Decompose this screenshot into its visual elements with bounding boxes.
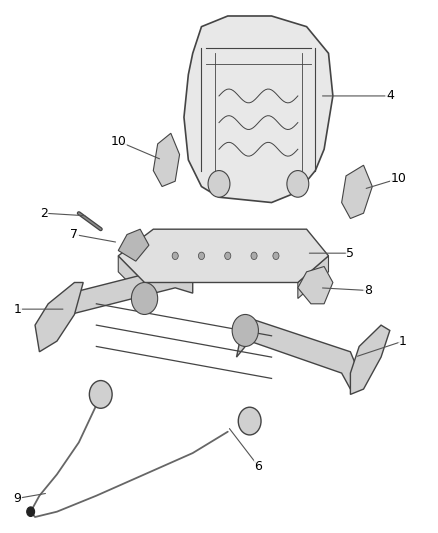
Text: 10: 10 <box>391 172 406 185</box>
Text: 7: 7 <box>71 228 78 241</box>
Circle shape <box>27 507 35 516</box>
Text: 2: 2 <box>40 207 48 220</box>
Circle shape <box>198 252 205 260</box>
Circle shape <box>225 252 231 260</box>
Text: 9: 9 <box>14 492 21 505</box>
Polygon shape <box>237 320 359 389</box>
Circle shape <box>131 282 158 314</box>
Text: 1: 1 <box>14 303 21 316</box>
Circle shape <box>287 171 309 197</box>
Circle shape <box>89 381 112 408</box>
Polygon shape <box>35 282 83 352</box>
Polygon shape <box>118 256 145 298</box>
Text: 4: 4 <box>386 90 394 102</box>
Text: 10: 10 <box>110 135 126 148</box>
Circle shape <box>172 252 178 260</box>
Circle shape <box>238 407 261 435</box>
Text: 8: 8 <box>364 284 372 297</box>
Polygon shape <box>184 16 333 203</box>
Polygon shape <box>57 266 193 330</box>
Text: 6: 6 <box>254 460 262 473</box>
Text: 5: 5 <box>346 247 354 260</box>
Circle shape <box>251 252 257 260</box>
Circle shape <box>208 171 230 197</box>
Polygon shape <box>350 325 390 394</box>
Polygon shape <box>118 229 149 261</box>
Polygon shape <box>298 266 333 304</box>
Polygon shape <box>342 165 372 219</box>
Text: 1: 1 <box>399 335 407 348</box>
Polygon shape <box>153 133 180 187</box>
Polygon shape <box>118 229 328 282</box>
Circle shape <box>232 314 258 346</box>
Polygon shape <box>298 256 328 298</box>
Circle shape <box>273 252 279 260</box>
